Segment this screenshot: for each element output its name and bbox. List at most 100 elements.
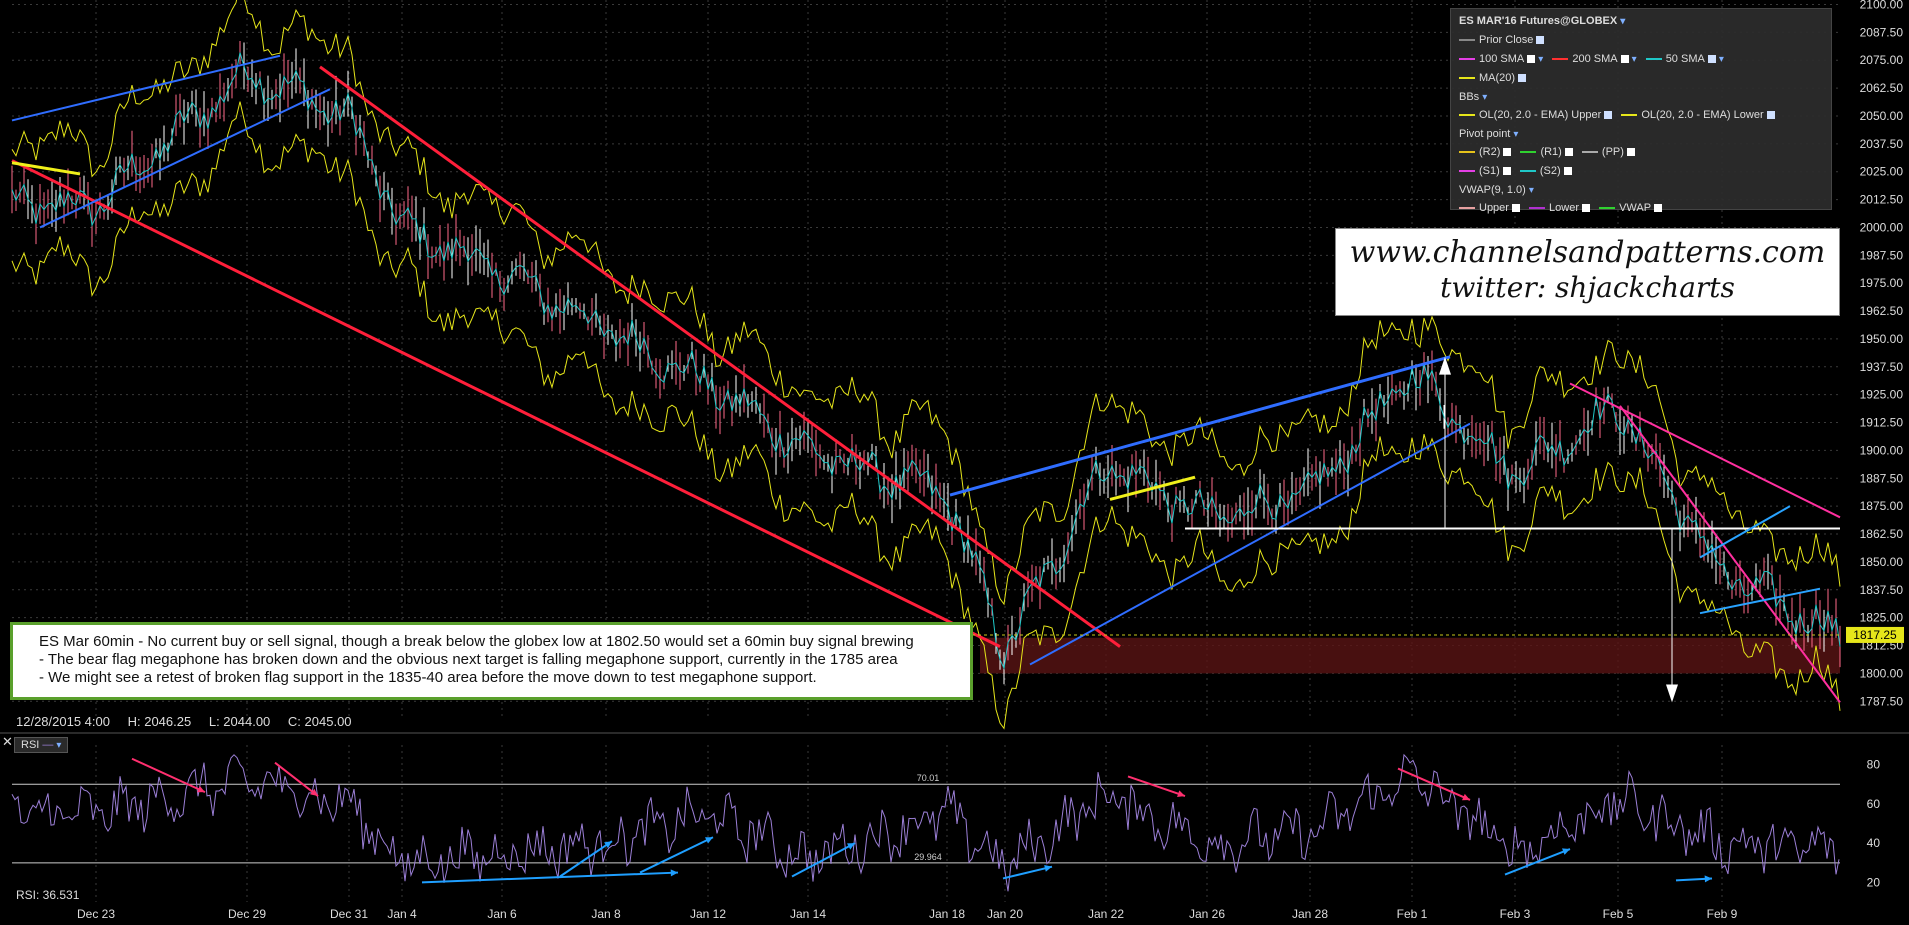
r1-checkbox[interactable] (1564, 148, 1573, 157)
bear-channel-lower-line (11, 159, 1001, 648)
settings-icon[interactable]: ▾ (56, 740, 62, 751)
watermark-box: www.channelsandpatterns.com twitter: shj… (1335, 228, 1840, 316)
s1-checkbox[interactable] (1502, 167, 1511, 176)
sma100-swatch (1459, 58, 1475, 61)
ohlc-close: C: 2045.00 (287, 714, 352, 729)
sma50-label: 50 SMA (1665, 53, 1705, 65)
arrow-head-icon (670, 869, 678, 877)
arrow-head-icon (1562, 848, 1570, 855)
settings-icon[interactable]: ▾ (1538, 54, 1544, 65)
bbs-label[interactable]: BBs (1459, 91, 1480, 103)
legend-item-pp[interactable]: (PP) (1581, 146, 1635, 158)
arrow-head-icon (604, 841, 612, 849)
sma100-checkbox[interactable] (1527, 55, 1536, 64)
price-tick-label: 1875.00 (1860, 499, 1904, 513)
settings-icon[interactable]: ▾ (1482, 92, 1488, 103)
pp-checkbox[interactable] (1626, 148, 1635, 157)
time-tick-label: Feb 5 (1603, 907, 1634, 921)
sma50-checkbox[interactable] (1707, 55, 1716, 64)
close-icon[interactable]: ✕ (2, 734, 13, 749)
rsi-legend-label[interactable]: RSI — ▾ (14, 737, 69, 753)
bb-upper-swatch (1459, 114, 1475, 117)
legend-row-vwap: VWAP(9, 1.0) ▾ (1459, 184, 1534, 196)
legend-item-bb-upper[interactable]: OL(20, 2.0 - EMA) Upper (1459, 109, 1613, 121)
time-axis[interactable]: Dec 23 Dec 29 Dec 31 Jan 4 Jan 6 Jan 8 Jan 12 J… (77, 907, 1738, 921)
rsi-bearish-arrow (1127, 775, 1186, 797)
legend-item-sma200[interactable]: 200 SMA ▾ (1552, 53, 1637, 65)
price-axis[interactable]: 1787.501800.001812.501825.001837.501850.… (1860, 0, 1904, 708)
legend-item-vwap-mid[interactable]: VWAP (1599, 202, 1663, 214)
legend-item-r2[interactable]: (R2) (1459, 146, 1512, 158)
rsi-line-swatch: — (42, 739, 54, 751)
price-tick-label: 1887.50 (1860, 471, 1904, 485)
sma200-checkbox[interactable] (1620, 55, 1629, 64)
current-price-label: 1817.25 (1853, 628, 1897, 642)
time-tick-label: Feb 3 (1500, 907, 1531, 921)
legend-item-sma100[interactable]: 100 SMA ▾ (1459, 53, 1543, 65)
arrow-head-icon (1177, 790, 1185, 797)
time-tick-label: Jan 20 (987, 907, 1023, 921)
sma100-label: 100 SMA (1479, 53, 1525, 65)
legend-item-sma50[interactable]: 50 SMA ▾ (1645, 53, 1724, 65)
legend-item-prior-close[interactable]: Prior Close (1459, 34, 1545, 46)
legend-item-vwap-lower[interactable]: Lower (1529, 202, 1590, 214)
ohlc-high: H: 2046.25 (127, 714, 192, 729)
ohlc-readout: 12/28/2015 4:00 H: 2046.25 L: 2044.00 C:… (16, 714, 366, 729)
arrow-head-icon (705, 837, 713, 844)
legend-row-prior-close: Prior Close (1459, 34, 1550, 46)
vwap-upper-checkbox[interactable] (1511, 204, 1520, 213)
bear-flag-upper-line (1699, 505, 1791, 559)
bb-lower-checkbox[interactable] (1766, 111, 1775, 120)
rsi-bearish-arrow (131, 757, 206, 794)
bb-lower-label: OL(20, 2.0 - EMA) Lower (1641, 109, 1764, 121)
pivot-label[interactable]: Pivot point (1459, 128, 1511, 140)
legend-item-vwap-upper[interactable]: Upper (1459, 202, 1520, 214)
note-line-2: - The bear flag megaphone has broken dow… (39, 651, 898, 668)
legend-item-r1[interactable]: (R1) (1520, 146, 1573, 158)
vwap-label[interactable]: VWAP(9, 1.0) (1459, 184, 1526, 196)
rsi-bullish-arrow (1002, 865, 1053, 880)
legend-row-pivot-s: (S1) (S2) (1459, 165, 1578, 177)
price-tick-label: 1825.00 (1860, 611, 1904, 625)
legend-title[interactable]: ES MAR'16 Futures@GLOBEX (1459, 15, 1618, 27)
time-tick-label: Jan 8 (591, 907, 621, 921)
pp-swatch (1581, 151, 1598, 154)
time-tick-label: Jan 14 (790, 907, 826, 921)
settings-icon[interactable]: ▾ (1528, 185, 1534, 196)
price-series (11, 52, 1841, 670)
price-tick-label: 2012.50 (1860, 193, 1904, 207)
legend-row-sma: 100 SMA ▾ 200 SMA ▾ 50 SMA ▾ (1459, 53, 1730, 65)
legend-row-pivot-r: (R2) (R1) (PP) (1459, 146, 1641, 158)
bollinger-bands (11, 0, 1841, 730)
rsi-tick-label: 60 (1867, 797, 1881, 811)
dropdown-icon[interactable]: ▾ (1620, 16, 1626, 27)
price-tick-label: 2000.00 (1860, 220, 1904, 234)
watermark-url: www.channelsandpatterns.com (1349, 235, 1826, 270)
legend-item-s1[interactable]: (S1) (1459, 165, 1511, 177)
price-tick-label: 1925.00 (1860, 388, 1904, 402)
ma20-checkbox[interactable] (1518, 74, 1527, 83)
prior-close-checkbox[interactable] (1536, 36, 1545, 45)
support-zone (980, 637, 1840, 674)
r2-checkbox[interactable] (1503, 148, 1512, 157)
vwap-lower-checkbox[interactable] (1582, 204, 1590, 213)
settings-icon[interactable]: ▾ (1513, 129, 1519, 140)
sma50-swatch (1645, 58, 1662, 61)
rsi-oversold-label: 29.964 (914, 852, 942, 862)
settings-icon[interactable]: ▾ (1718, 54, 1724, 65)
legend-item-bb-lower[interactable]: OL(20, 2.0 - EMA) Lower (1621, 109, 1775, 121)
legend-title-row[interactable]: ES MAR'16 Futures@GLOBEX ▾ (1459, 15, 1625, 27)
s2-checkbox[interactable] (1563, 167, 1572, 176)
legend-item-s2[interactable]: (S2) (1519, 165, 1572, 177)
time-tick-label: Jan 28 (1292, 907, 1328, 921)
bb-upper-checkbox[interactable] (1604, 111, 1613, 120)
price-tick-label: 2025.00 (1860, 165, 1904, 179)
time-tick-label: Jan 26 (1189, 907, 1225, 921)
legend-item-ma20[interactable]: MA(20) (1459, 72, 1527, 84)
r2-swatch (1459, 151, 1475, 154)
vwap-mid-checkbox[interactable] (1654, 204, 1663, 213)
price-tick-label: 2050.00 (1860, 109, 1904, 123)
rsi-tick-label: 80 (1867, 758, 1881, 772)
rsi-tick-label: 20 (1867, 875, 1881, 889)
settings-icon[interactable]: ▾ (1631, 54, 1637, 65)
